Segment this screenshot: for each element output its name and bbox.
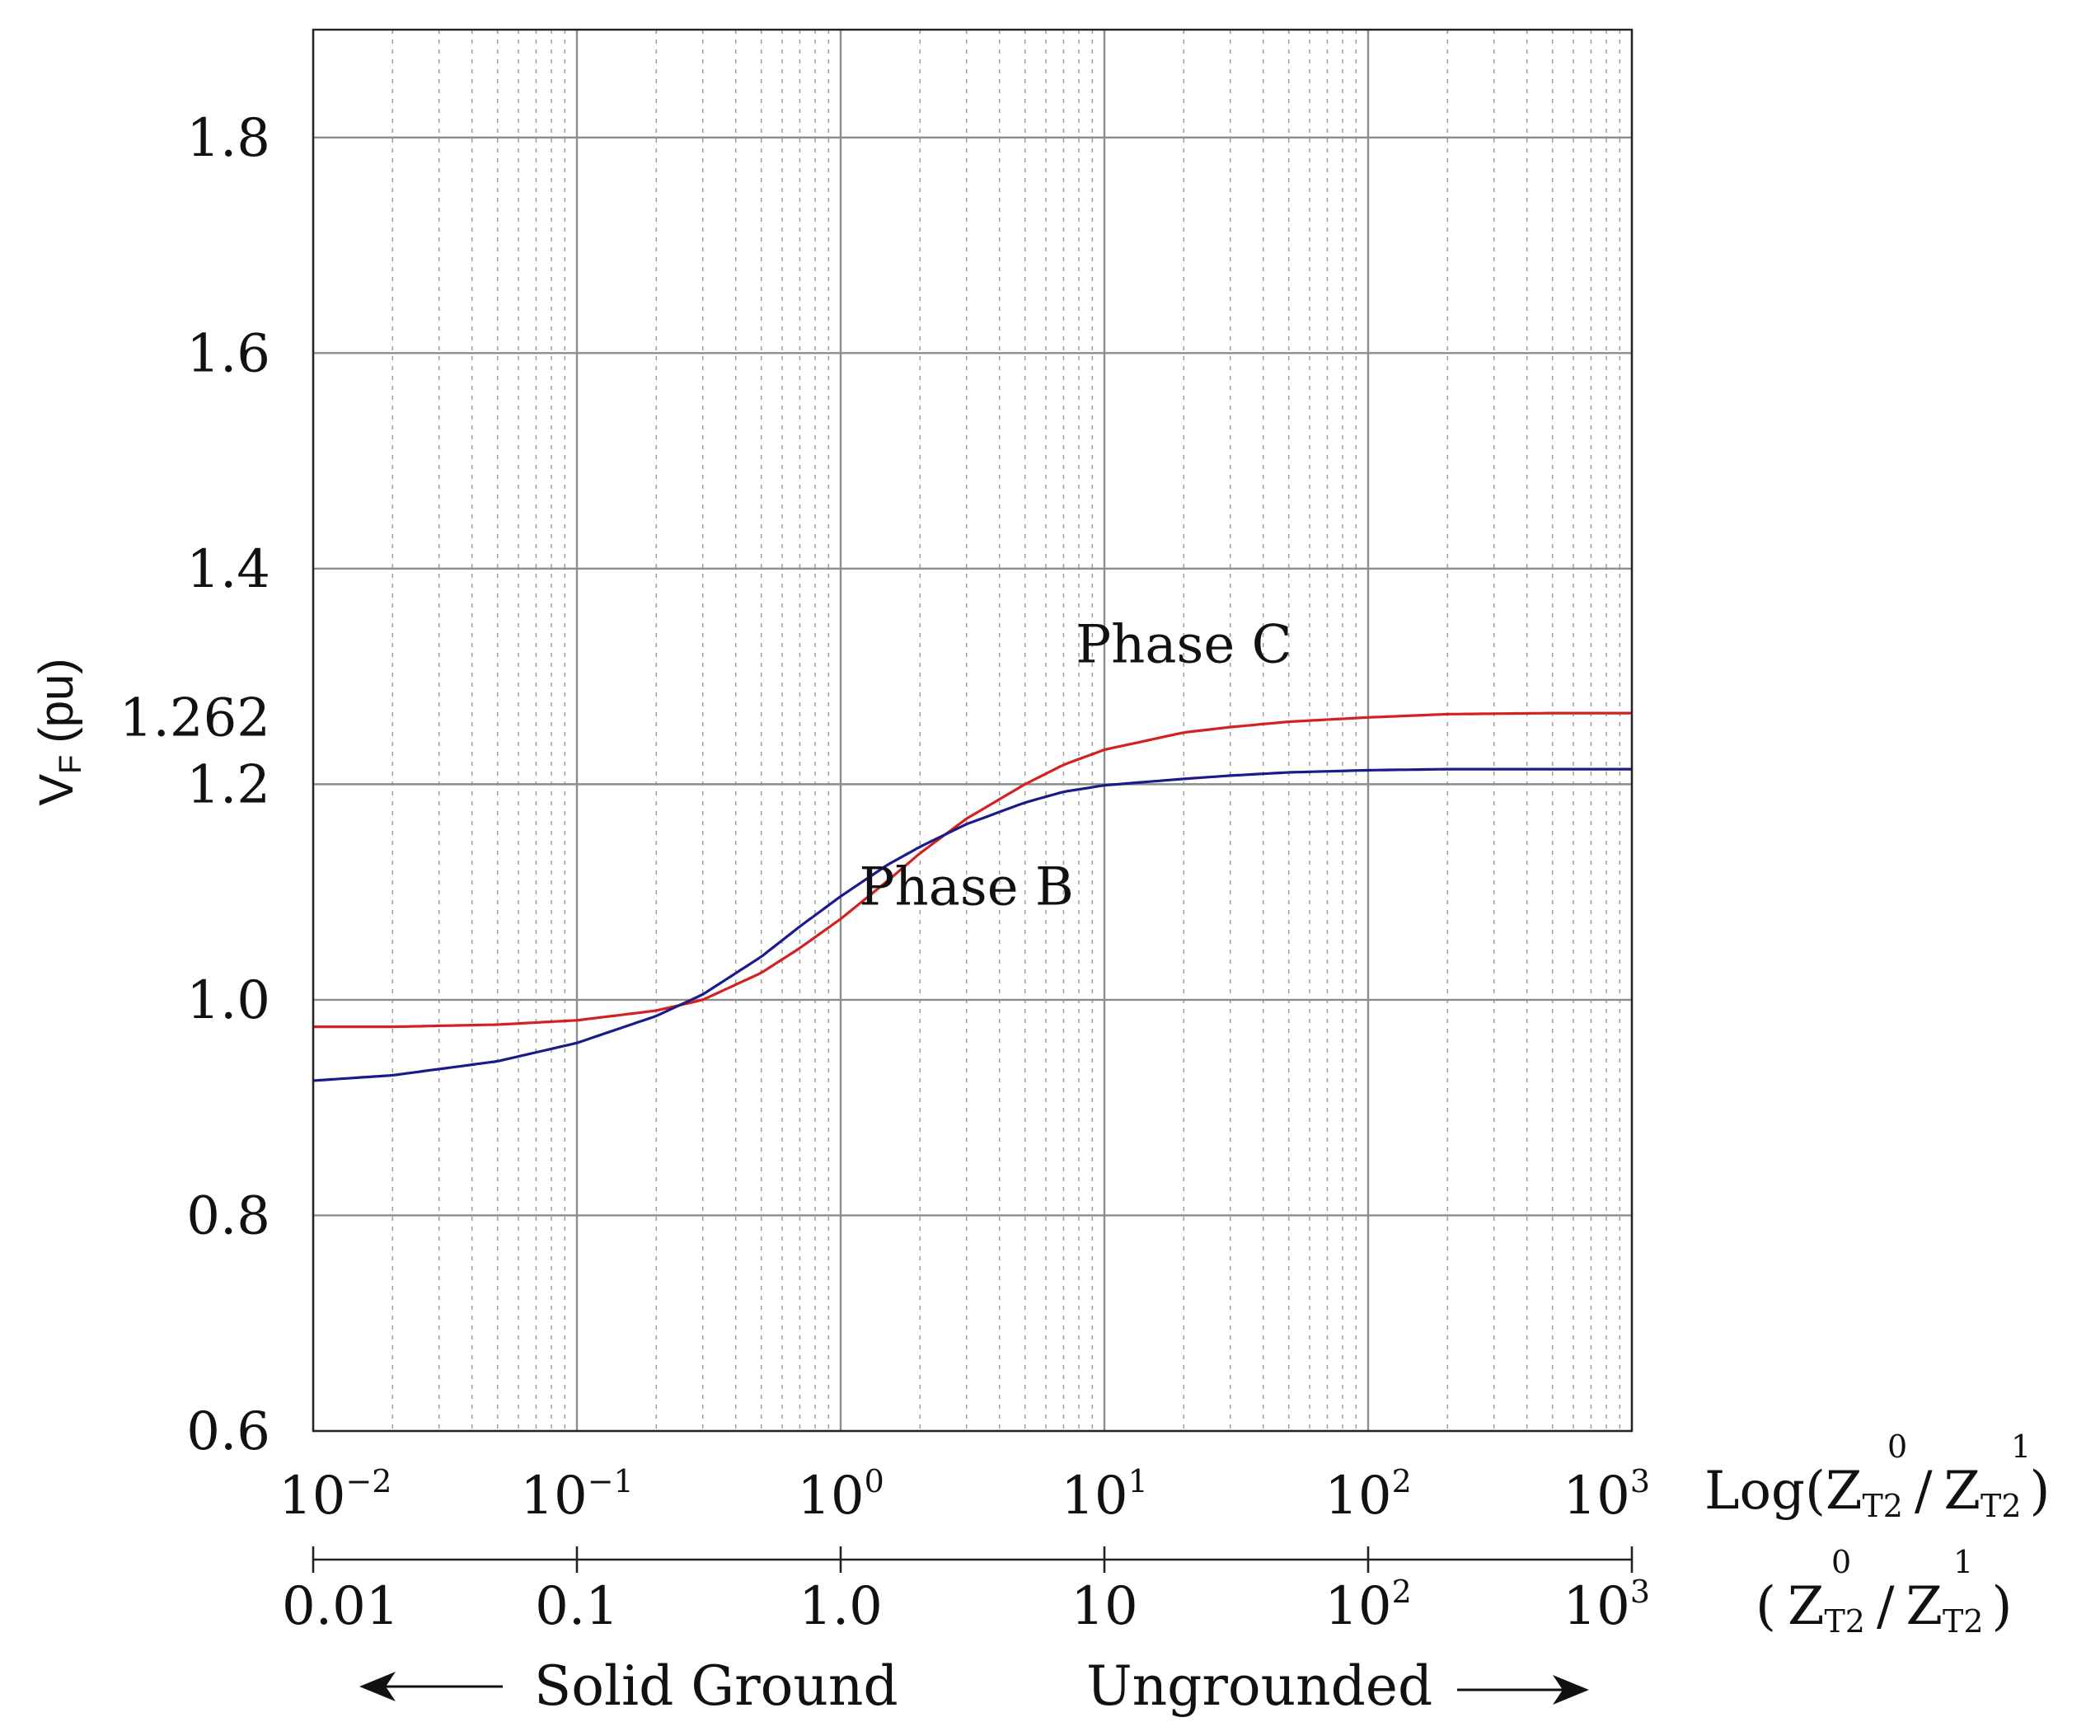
y-axis-label-main: V: [30, 774, 83, 806]
x-tick-exponent: 2: [1392, 1463, 1412, 1499]
ungrounded-label: Ungrounded: [1086, 1654, 1432, 1718]
x-axis-label-ratio-z1: Z: [1788, 1576, 1824, 1637]
ungrounded-annotation: Ungrounded: [1086, 1654, 1589, 1718]
y-tick-label: 0.8: [186, 1185, 270, 1246]
x-axis-label-ratio-sub2: T2: [1943, 1603, 1984, 1640]
x-tick-exponent: 3: [1630, 1574, 1650, 1610]
x-tick-value: 10: [1563, 1576, 1629, 1637]
y-annotation-label: 1.262: [120, 687, 270, 748]
x-axis-label-log-sup1: 0: [1887, 1429, 1907, 1465]
y-axis-label: VF (pu): [30, 658, 88, 805]
x-tick-base: 10: [1324, 1466, 1391, 1527]
x-tick-exponent: −1: [588, 1463, 634, 1499]
y-tick-label: 0.6: [186, 1401, 270, 1462]
x-axis-label-log-slash: /: [1915, 1461, 1933, 1522]
x-tick-label-ratio: 102: [1324, 1574, 1412, 1637]
series-labels: Phase C Phase B: [859, 614, 1291, 917]
series-line-phase-c: [313, 711, 1632, 1029]
x-axis-label-ratio-slash: /: [1877, 1576, 1895, 1637]
x-axis-label-ratio-suffix: ): [1992, 1576, 2013, 1637]
x-axis-label-log-suffix: ): [2030, 1461, 2051, 1522]
plot-series: [312, 711, 1632, 1082]
x-tick-label-log: 10−2: [279, 1463, 391, 1527]
x-tick-value: 0.01: [282, 1576, 400, 1637]
x-tick-base: 10: [279, 1466, 345, 1527]
solid-ground-annotation: Solid Ground: [359, 1654, 898, 1718]
y-tick-label: 1.2: [186, 754, 270, 815]
x-tick-label-log: 100: [797, 1463, 884, 1527]
plot-frame: [312, 28, 1634, 1433]
x-tick-label-ratio: 10: [1071, 1576, 1137, 1637]
x-tick-label-ratio: 0.01: [282, 1576, 400, 1637]
x-axis-label-log-sub1: T2: [1862, 1488, 1903, 1524]
left-arrowhead-icon: [359, 1672, 396, 1701]
x-tick-value: 10: [1071, 1576, 1137, 1637]
x-axis-label-ratio-sup1: 0: [1831, 1544, 1851, 1580]
x-axis-label-log-z2: Z: [1944, 1461, 1980, 1522]
y-axis-label-sub: F: [54, 755, 88, 774]
solid-ground-label: Solid Ground: [534, 1654, 898, 1718]
x-tick-base: 10: [520, 1466, 587, 1527]
x-tick-exponent: 1: [1128, 1463, 1148, 1499]
x-tick-value: 1.0: [799, 1576, 883, 1637]
x-axis-label-ratio-prefix: (: [1755, 1576, 1776, 1637]
x-tick-exponent: 2: [1392, 1574, 1412, 1610]
series-label-phase-b: Phase B: [859, 857, 1074, 918]
x-tick-value: 10: [1324, 1576, 1391, 1637]
x-tick-value: 0.1: [535, 1576, 619, 1637]
x-axis-label-log-sup2: 1: [2011, 1429, 2031, 1465]
x-tick-labels-log: 10−2 10−1 100 101 102 103: [279, 1463, 1650, 1527]
x-axis-label-ratio: (ZT2/ZT2): [1755, 1576, 2013, 1640]
x-tick-exponent: 0: [865, 1463, 884, 1499]
y-tick-label: 1.0: [186, 970, 270, 1031]
x-tick-label-log: 102: [1324, 1463, 1412, 1527]
grid-lines: [312, 30, 1634, 1433]
x-axis-label-log-z1: Z: [1826, 1461, 1862, 1522]
x-tick-label-ratio: 1.0: [799, 1576, 883, 1637]
y-axis-label-unit: (pu): [30, 658, 83, 743]
x-tick-exponent: −2: [345, 1463, 391, 1499]
series-label-phase-c: Phase C: [1076, 614, 1291, 675]
x-axis-label-log-sub2: T2: [1980, 1488, 2022, 1524]
x-tick-labels-ratio: 0.01 0.1 1.0 10 102 103: [282, 1546, 1650, 1637]
x-tick-label-log: 101: [1061, 1463, 1148, 1527]
x-tick-base: 10: [1061, 1466, 1127, 1527]
x-axis-label-ratio-sup2: 1: [1953, 1544, 1973, 1580]
right-arrowhead-icon: [1553, 1675, 1589, 1705]
y-tick-labels: 0.6 0.8 1.0 1.2 1.4 1.6 1.8 1.262: [120, 108, 270, 1462]
x-tick-base: 10: [797, 1466, 864, 1527]
x-axis-label-ratio-z2: Z: [1906, 1576, 1943, 1637]
y-tick-label: 1.8: [186, 108, 270, 169]
x-tick-label-log: 103: [1563, 1463, 1650, 1527]
x-tick-exponent: 3: [1630, 1463, 1650, 1499]
x-tick-label-ratio: 103: [1563, 1574, 1650, 1637]
x-tick-base: 10: [1563, 1466, 1629, 1527]
series-line-phase-b: [312, 767, 1632, 1082]
x-axis-label-log-prefix: Log(: [1704, 1461, 1826, 1522]
y-tick-label: 1.6: [186, 323, 270, 384]
x-axis-label-ratio-sub1: T2: [1824, 1603, 1865, 1640]
x-tick-label-log: 10−1: [520, 1463, 633, 1527]
x-tick-label-ratio: 0.1: [535, 1576, 619, 1637]
x-axis-label-log: Log(ZT2/ZT2): [1704, 1461, 2051, 1524]
y-tick-label: 1.4: [186, 539, 270, 600]
